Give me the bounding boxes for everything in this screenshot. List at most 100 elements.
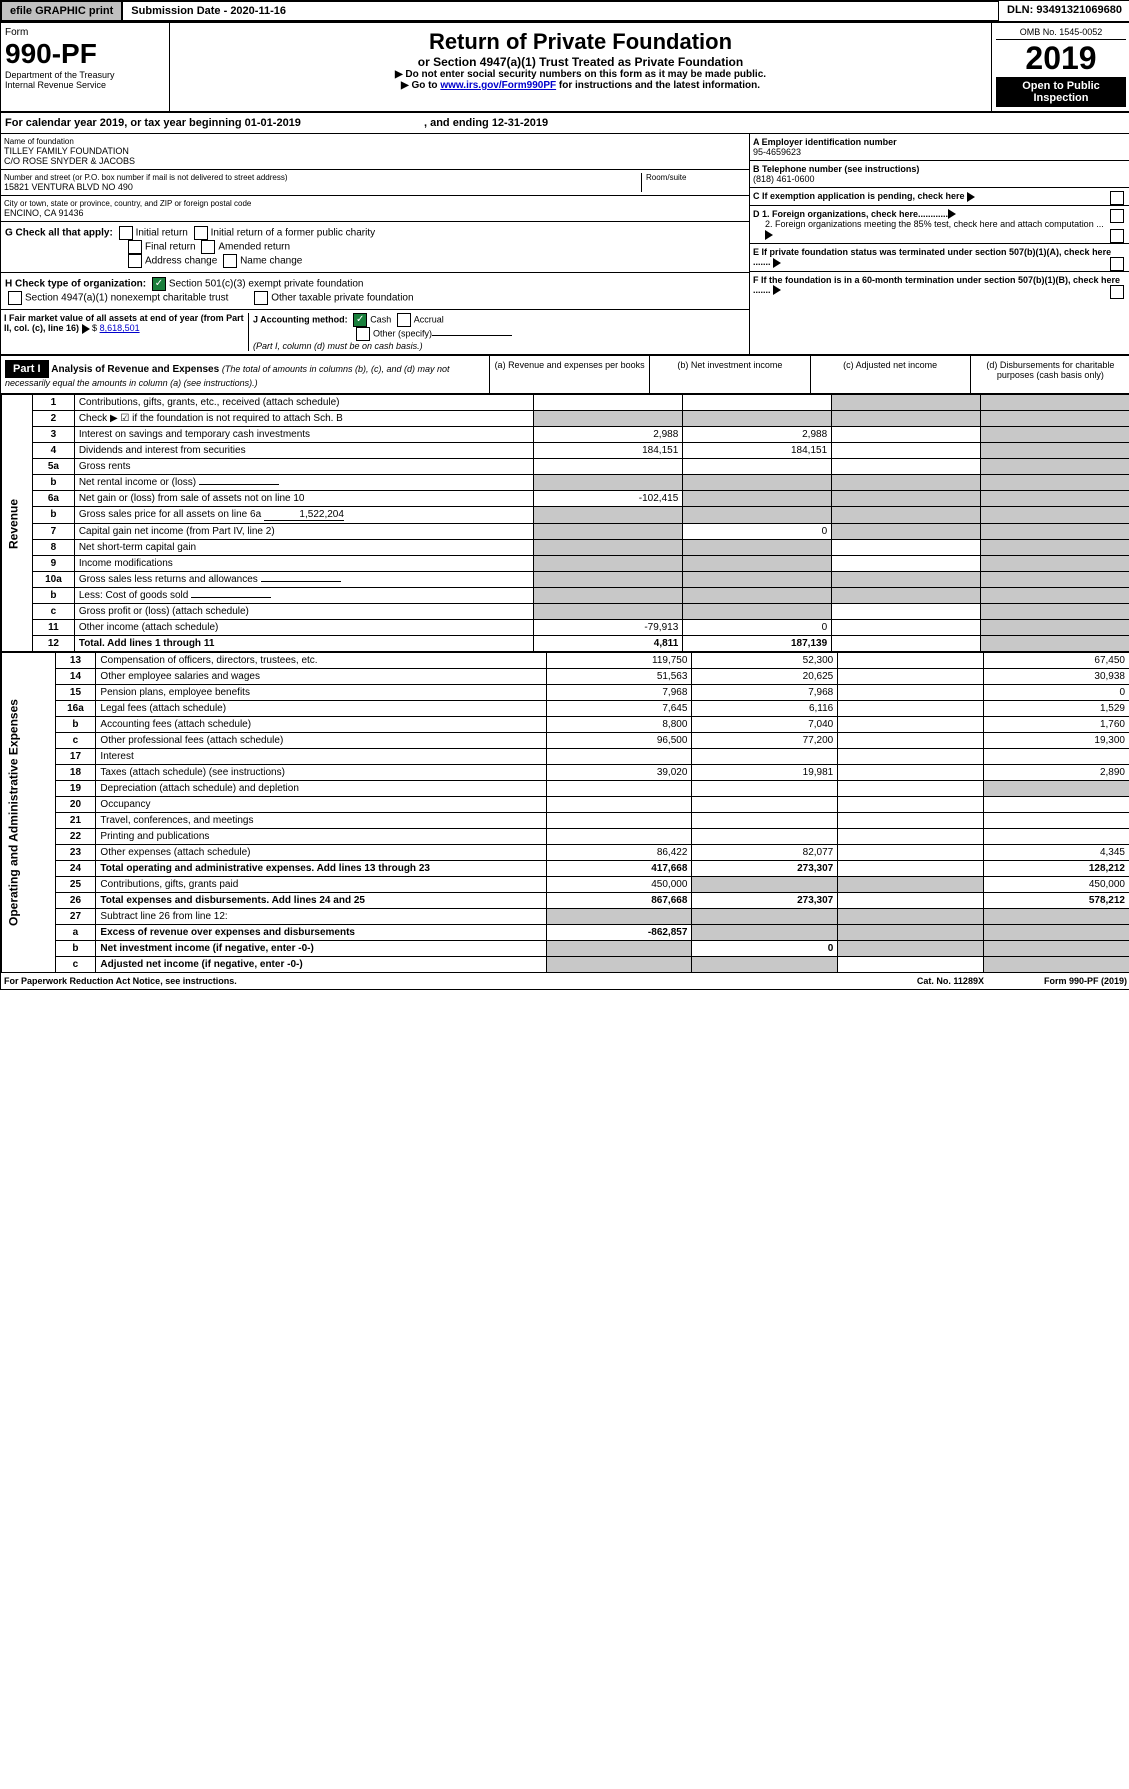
table-row: Revenue1Contributions, gifts, grants, et… bbox=[2, 395, 1129, 411]
expense-table: Operating and Administrative Expenses13C… bbox=[1, 652, 1129, 973]
table-row: 14Other employee salaries and wages51,56… bbox=[2, 669, 1129, 685]
table-row: bAccounting fees (attach schedule)8,8007… bbox=[2, 717, 1129, 733]
table-row: 17Interest bbox=[2, 749, 1129, 765]
check-initial[interactable] bbox=[119, 226, 133, 240]
table-row: Operating and Administrative Expenses13C… bbox=[2, 653, 1129, 669]
phone-cell: B Telephone number (see instructions) (8… bbox=[750, 161, 1129, 188]
check-cash[interactable] bbox=[353, 313, 367, 327]
table-row: 7Capital gain net income (from Part IV, … bbox=[2, 524, 1129, 540]
check-d2[interactable] bbox=[1110, 229, 1124, 243]
table-row: 8Net short-term capital gain bbox=[2, 540, 1129, 556]
arrow-icon bbox=[948, 209, 956, 219]
table-row: 26Total expenses and disbursements. Add … bbox=[2, 893, 1129, 909]
e-cell: E If private foundation status was termi… bbox=[750, 244, 1129, 272]
check-initial-former[interactable] bbox=[194, 226, 208, 240]
instr-2: ▶ Go to www.irs.gov/Form990PF for instru… bbox=[176, 80, 985, 91]
revenue-table: Revenue1Contributions, gifts, grants, et… bbox=[1, 394, 1129, 652]
table-row: 18Taxes (attach schedule) (see instructi… bbox=[2, 765, 1129, 781]
submission-date: Submission Date - 2020-11-16 bbox=[122, 1, 999, 21]
col-c-hdr: (c) Adjusted net income bbox=[811, 356, 971, 393]
table-row: 11Other income (attach schedule)-79,9130 bbox=[2, 620, 1129, 636]
table-row: 15Pension plans, employee benefits7,9687… bbox=[2, 685, 1129, 701]
table-row: aExcess of revenue over expenses and dis… bbox=[2, 925, 1129, 941]
form-box: Form 990-PF Department of the Treasury I… bbox=[1, 23, 170, 111]
c-cell: C If exemption application is pending, c… bbox=[750, 188, 1129, 206]
i-j-row: I Fair market value of all assets at end… bbox=[1, 310, 749, 354]
check-f[interactable] bbox=[1110, 285, 1124, 299]
col-a-hdr: (a) Revenue and expenses per books bbox=[490, 356, 650, 393]
check-final[interactable] bbox=[128, 240, 142, 254]
footer: For Paperwork Reduction Act Notice, see … bbox=[1, 973, 1129, 989]
check-e[interactable] bbox=[1110, 257, 1124, 271]
ein-cell: A Employer identification number 95-4659… bbox=[750, 134, 1129, 161]
year-box: OMB No. 1545-0052 2019 Open to Public In… bbox=[991, 23, 1129, 111]
irs-label: Internal Revenue Service bbox=[5, 80, 165, 90]
part1-badge: Part I bbox=[5, 360, 49, 378]
entity-info: Name of foundation TILLEY FAMILY FOUNDAT… bbox=[1, 134, 1129, 356]
arrow-icon bbox=[773, 258, 781, 268]
table-row: 23Other expenses (attach schedule)86,422… bbox=[2, 845, 1129, 861]
dln-value: DLN: 93491321069680 bbox=[999, 1, 1129, 21]
top-bar: efile GRAPHIC print Submission Date - 20… bbox=[1, 1, 1129, 23]
table-row: 9Income modifications bbox=[2, 556, 1129, 572]
col-d-hdr: (d) Disbursements for charitable purpose… bbox=[971, 356, 1129, 393]
tax-year: 2019 bbox=[996, 40, 1126, 77]
check-name[interactable] bbox=[223, 254, 237, 268]
form-container: efile GRAPHIC print Submission Date - 20… bbox=[0, 0, 1129, 990]
table-row: bLess: Cost of goods sold bbox=[2, 588, 1129, 604]
table-row: cAdjusted net income (if negative, enter… bbox=[2, 957, 1129, 973]
table-row: cOther professional fees (attach schedul… bbox=[2, 733, 1129, 749]
header-row: Form 990-PF Department of the Treasury I… bbox=[1, 23, 1129, 113]
instr-1: ▶ Do not enter social security numbers o… bbox=[176, 69, 985, 80]
open-public: Open to Public Inspection bbox=[996, 77, 1126, 107]
col-b-hdr: (b) Net investment income bbox=[650, 356, 810, 393]
arrow-icon bbox=[82, 324, 90, 334]
check-501c3[interactable] bbox=[152, 277, 166, 291]
table-row: 6aNet gain or (loss) from sale of assets… bbox=[2, 491, 1129, 507]
check-accrual[interactable] bbox=[397, 313, 411, 327]
subtitle: or Section 4947(a)(1) Trust Treated as P… bbox=[176, 55, 985, 69]
f-cell: F If the foundation is in a 60-month ter… bbox=[750, 272, 1129, 299]
arrow-icon bbox=[765, 230, 773, 240]
check-4947[interactable] bbox=[8, 291, 22, 305]
dept-label: Department of the Treasury bbox=[5, 70, 165, 80]
table-row: cGross profit or (loss) (attach schedule… bbox=[2, 604, 1129, 620]
title-box: Return of Private Foundation or Section … bbox=[170, 23, 991, 111]
check-d1[interactable] bbox=[1110, 209, 1124, 223]
address-cell: Number and street (or P.O. box number if… bbox=[1, 170, 749, 196]
main-title: Return of Private Foundation bbox=[176, 29, 985, 55]
form-word: Form bbox=[5, 27, 165, 38]
part1-header: Part I Analysis of Revenue and Expenses … bbox=[1, 356, 1129, 394]
table-row: 2Check ▶ ☑ if the foundation is not requ… bbox=[2, 411, 1129, 427]
fmv-link[interactable]: 8,618,501 bbox=[100, 323, 140, 333]
table-row: 10aGross sales less returns and allowanc… bbox=[2, 572, 1129, 588]
table-row: 3Interest on savings and temporary cash … bbox=[2, 427, 1129, 443]
irs-link[interactable]: www.irs.gov/Form990PF bbox=[440, 80, 556, 91]
table-row: 19Depreciation (attach schedule) and dep… bbox=[2, 781, 1129, 797]
arrow-icon bbox=[967, 192, 975, 202]
table-row: bNet rental income or (loss) bbox=[2, 475, 1129, 491]
d-cell: D 1. Foreign organizations, check here..… bbox=[750, 206, 1129, 244]
city-cell: City or town, state or province, country… bbox=[1, 196, 749, 222]
calendar-year-row: For calendar year 2019, or tax year begi… bbox=[1, 113, 1129, 134]
table-row: 4Dividends and interest from securities1… bbox=[2, 443, 1129, 459]
table-row: 22Printing and publications bbox=[2, 829, 1129, 845]
table-row: 24Total operating and administrative exp… bbox=[2, 861, 1129, 877]
check-other-tax[interactable] bbox=[254, 291, 268, 305]
section-label: Revenue bbox=[2, 395, 33, 652]
table-row: 20Occupancy bbox=[2, 797, 1129, 813]
g-checks: G Check all that apply: Initial return I… bbox=[1, 222, 749, 273]
efile-button[interactable]: efile GRAPHIC print bbox=[1, 1, 122, 21]
table-row: 25Contributions, gifts, grants paid450,0… bbox=[2, 877, 1129, 893]
check-address[interactable] bbox=[128, 254, 142, 268]
table-row: bGross sales price for all assets on lin… bbox=[2, 507, 1129, 524]
check-other-acct[interactable] bbox=[356, 327, 370, 341]
table-row: 5aGross rents bbox=[2, 459, 1129, 475]
table-row: 27Subtract line 26 from line 12: bbox=[2, 909, 1129, 925]
table-row: 16aLegal fees (attach schedule)7,6456,11… bbox=[2, 701, 1129, 717]
check-amended[interactable] bbox=[201, 240, 215, 254]
form-number: 990-PF bbox=[5, 38, 165, 70]
table-row: 12Total. Add lines 1 through 114,811187,… bbox=[2, 636, 1129, 652]
table-row: bNet investment income (if negative, ent… bbox=[2, 941, 1129, 957]
check-c[interactable] bbox=[1110, 191, 1124, 205]
